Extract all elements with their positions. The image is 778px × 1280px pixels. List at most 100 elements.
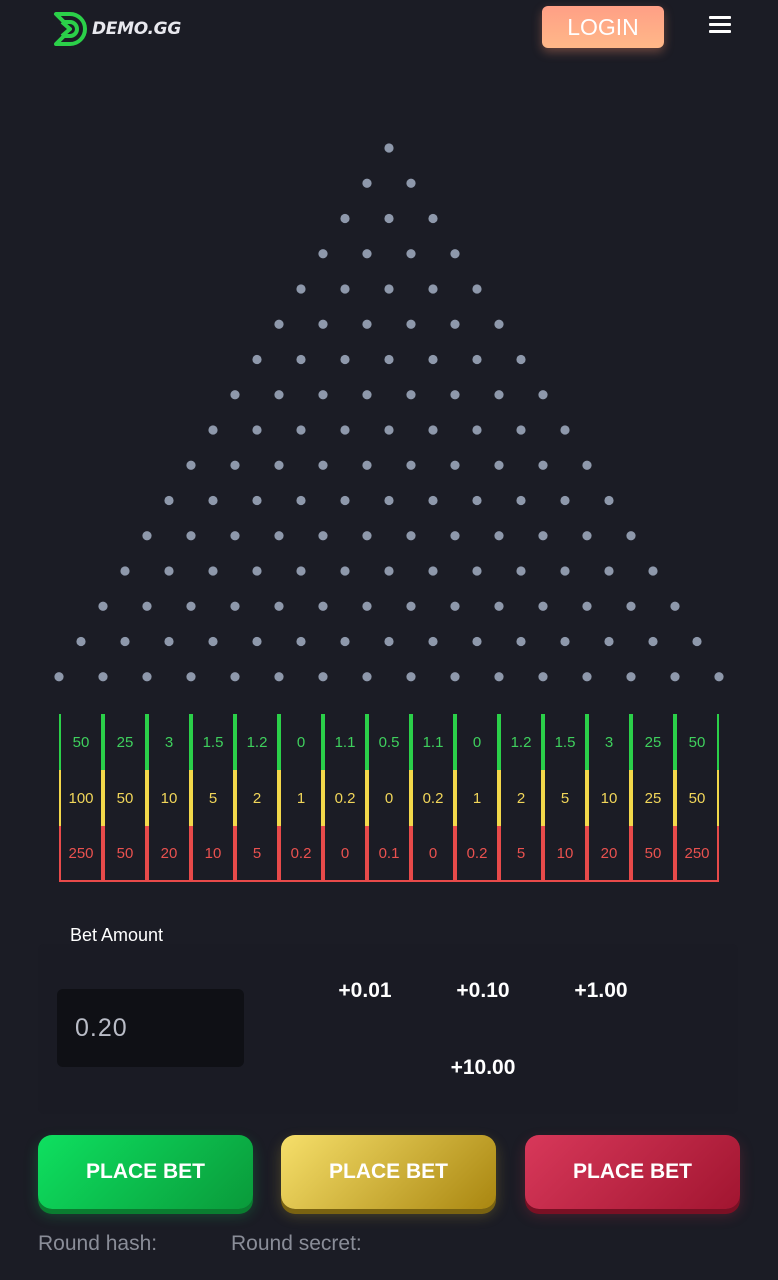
peg — [274, 601, 284, 611]
peg — [384, 566, 394, 576]
peg — [98, 601, 108, 611]
peg — [340, 636, 350, 647]
multiplier-slot: 1.2 2 5 — [235, 714, 279, 882]
yellow-multiplier: 5 — [543, 770, 587, 826]
yellow-multiplier: 50 — [103, 770, 147, 826]
increment-10-00-button[interactable]: +10.00 — [443, 1053, 523, 1083]
increment-0-10-button[interactable]: +0.10 — [448, 976, 518, 1006]
multiplier-slot: 50 100 250 — [59, 714, 103, 882]
green-multiplier: 1.5 — [543, 714, 587, 770]
peg — [252, 354, 262, 365]
peg — [428, 495, 438, 506]
green-multiplier: 1.2 — [235, 714, 279, 770]
peg — [318, 390, 328, 400]
increment-0-01-button[interactable]: +0.01 — [330, 976, 400, 1006]
peg — [362, 672, 372, 682]
peg — [494, 531, 504, 541]
peg — [362, 319, 372, 329]
demo-gg-logo-icon — [54, 12, 87, 46]
red-multiplier: 0.1 — [367, 826, 411, 882]
increment-1-00-button[interactable]: +1.00 — [566, 976, 636, 1006]
peg — [494, 460, 504, 470]
peg — [428, 636, 438, 647]
peg — [494, 390, 504, 400]
peg — [208, 566, 218, 576]
peg — [494, 601, 504, 611]
peg — [362, 390, 372, 400]
peg — [516, 495, 526, 506]
peg — [120, 636, 130, 647]
green-multiplier: 1.2 — [499, 714, 543, 770]
peg — [362, 178, 372, 188]
bet-amount-input[interactable] — [57, 989, 244, 1067]
peg — [362, 531, 372, 541]
yellow-multiplier: 2 — [235, 770, 279, 826]
place-bet-red-button[interactable]: PLACE BET — [525, 1135, 740, 1209]
peg — [186, 531, 196, 541]
place-bet-green-button[interactable]: PLACE BET — [38, 1135, 253, 1209]
peg — [120, 566, 130, 576]
peg — [428, 354, 438, 365]
peg — [406, 319, 416, 329]
peg — [340, 566, 350, 576]
logo[interactable]: DEMO.GG — [52, 10, 181, 48]
peg — [340, 284, 350, 294]
green-multiplier: 0.5 — [367, 714, 411, 770]
peg — [384, 354, 394, 365]
peg — [98, 672, 108, 682]
multiplier-slot: 0.5 0 0.1 — [367, 714, 411, 882]
peg — [340, 495, 350, 506]
peg — [318, 249, 328, 259]
peg — [362, 601, 372, 611]
peg — [252, 425, 262, 435]
peg — [164, 636, 174, 647]
peg — [340, 213, 350, 224]
peg — [340, 354, 350, 365]
peg — [186, 601, 196, 611]
yellow-multiplier: 25 — [631, 770, 675, 826]
hamburger-menu-icon[interactable] — [709, 16, 731, 36]
red-multiplier: 10 — [191, 826, 235, 882]
peg — [516, 636, 526, 647]
peg — [230, 531, 240, 541]
peg — [582, 672, 592, 682]
peg — [340, 425, 350, 435]
place-bet-yellow-button[interactable]: PLACE BET — [281, 1135, 496, 1209]
peg — [274, 672, 284, 682]
peg — [252, 636, 262, 647]
peg — [604, 566, 614, 576]
bet-amount-label: Bet Amount — [70, 925, 164, 945]
peg — [296, 566, 306, 576]
green-multiplier: 50 — [59, 714, 103, 770]
peg — [428, 213, 438, 224]
peg — [538, 390, 548, 400]
peg — [428, 566, 438, 576]
multiplier-slot: 1.1 0.2 0 — [411, 714, 455, 882]
peg — [274, 319, 284, 329]
peg — [516, 425, 526, 435]
peg — [296, 284, 306, 294]
peg — [450, 531, 460, 541]
peg — [230, 390, 240, 400]
yellow-multiplier: 5 — [191, 770, 235, 826]
peg — [230, 460, 240, 470]
green-multiplier: 50 — [675, 714, 719, 770]
peg — [538, 672, 548, 682]
plinko-board: 50 100 250 25 50 50 3 10 20 1.5 5 10 1.2 2 5 0 1 0.2 1.1 0.… — [54, 143, 724, 882]
multiplier-slot: 1.2 2 5 — [499, 714, 543, 882]
peg — [406, 249, 416, 259]
peg — [472, 495, 482, 506]
yellow-multiplier: 0.2 — [411, 770, 455, 826]
peg — [538, 601, 548, 611]
login-button[interactable]: LOGIN — [542, 6, 664, 48]
round-hash-label: Round hash: — [38, 1232, 158, 1255]
red-multiplier: 250 — [59, 826, 103, 882]
peg — [362, 460, 372, 470]
peg — [450, 460, 460, 470]
red-multiplier: 10 — [543, 826, 587, 882]
green-multiplier: 3 — [147, 714, 191, 770]
peg — [296, 495, 306, 506]
peg — [142, 672, 152, 682]
peg — [296, 636, 306, 647]
peg — [384, 636, 394, 647]
